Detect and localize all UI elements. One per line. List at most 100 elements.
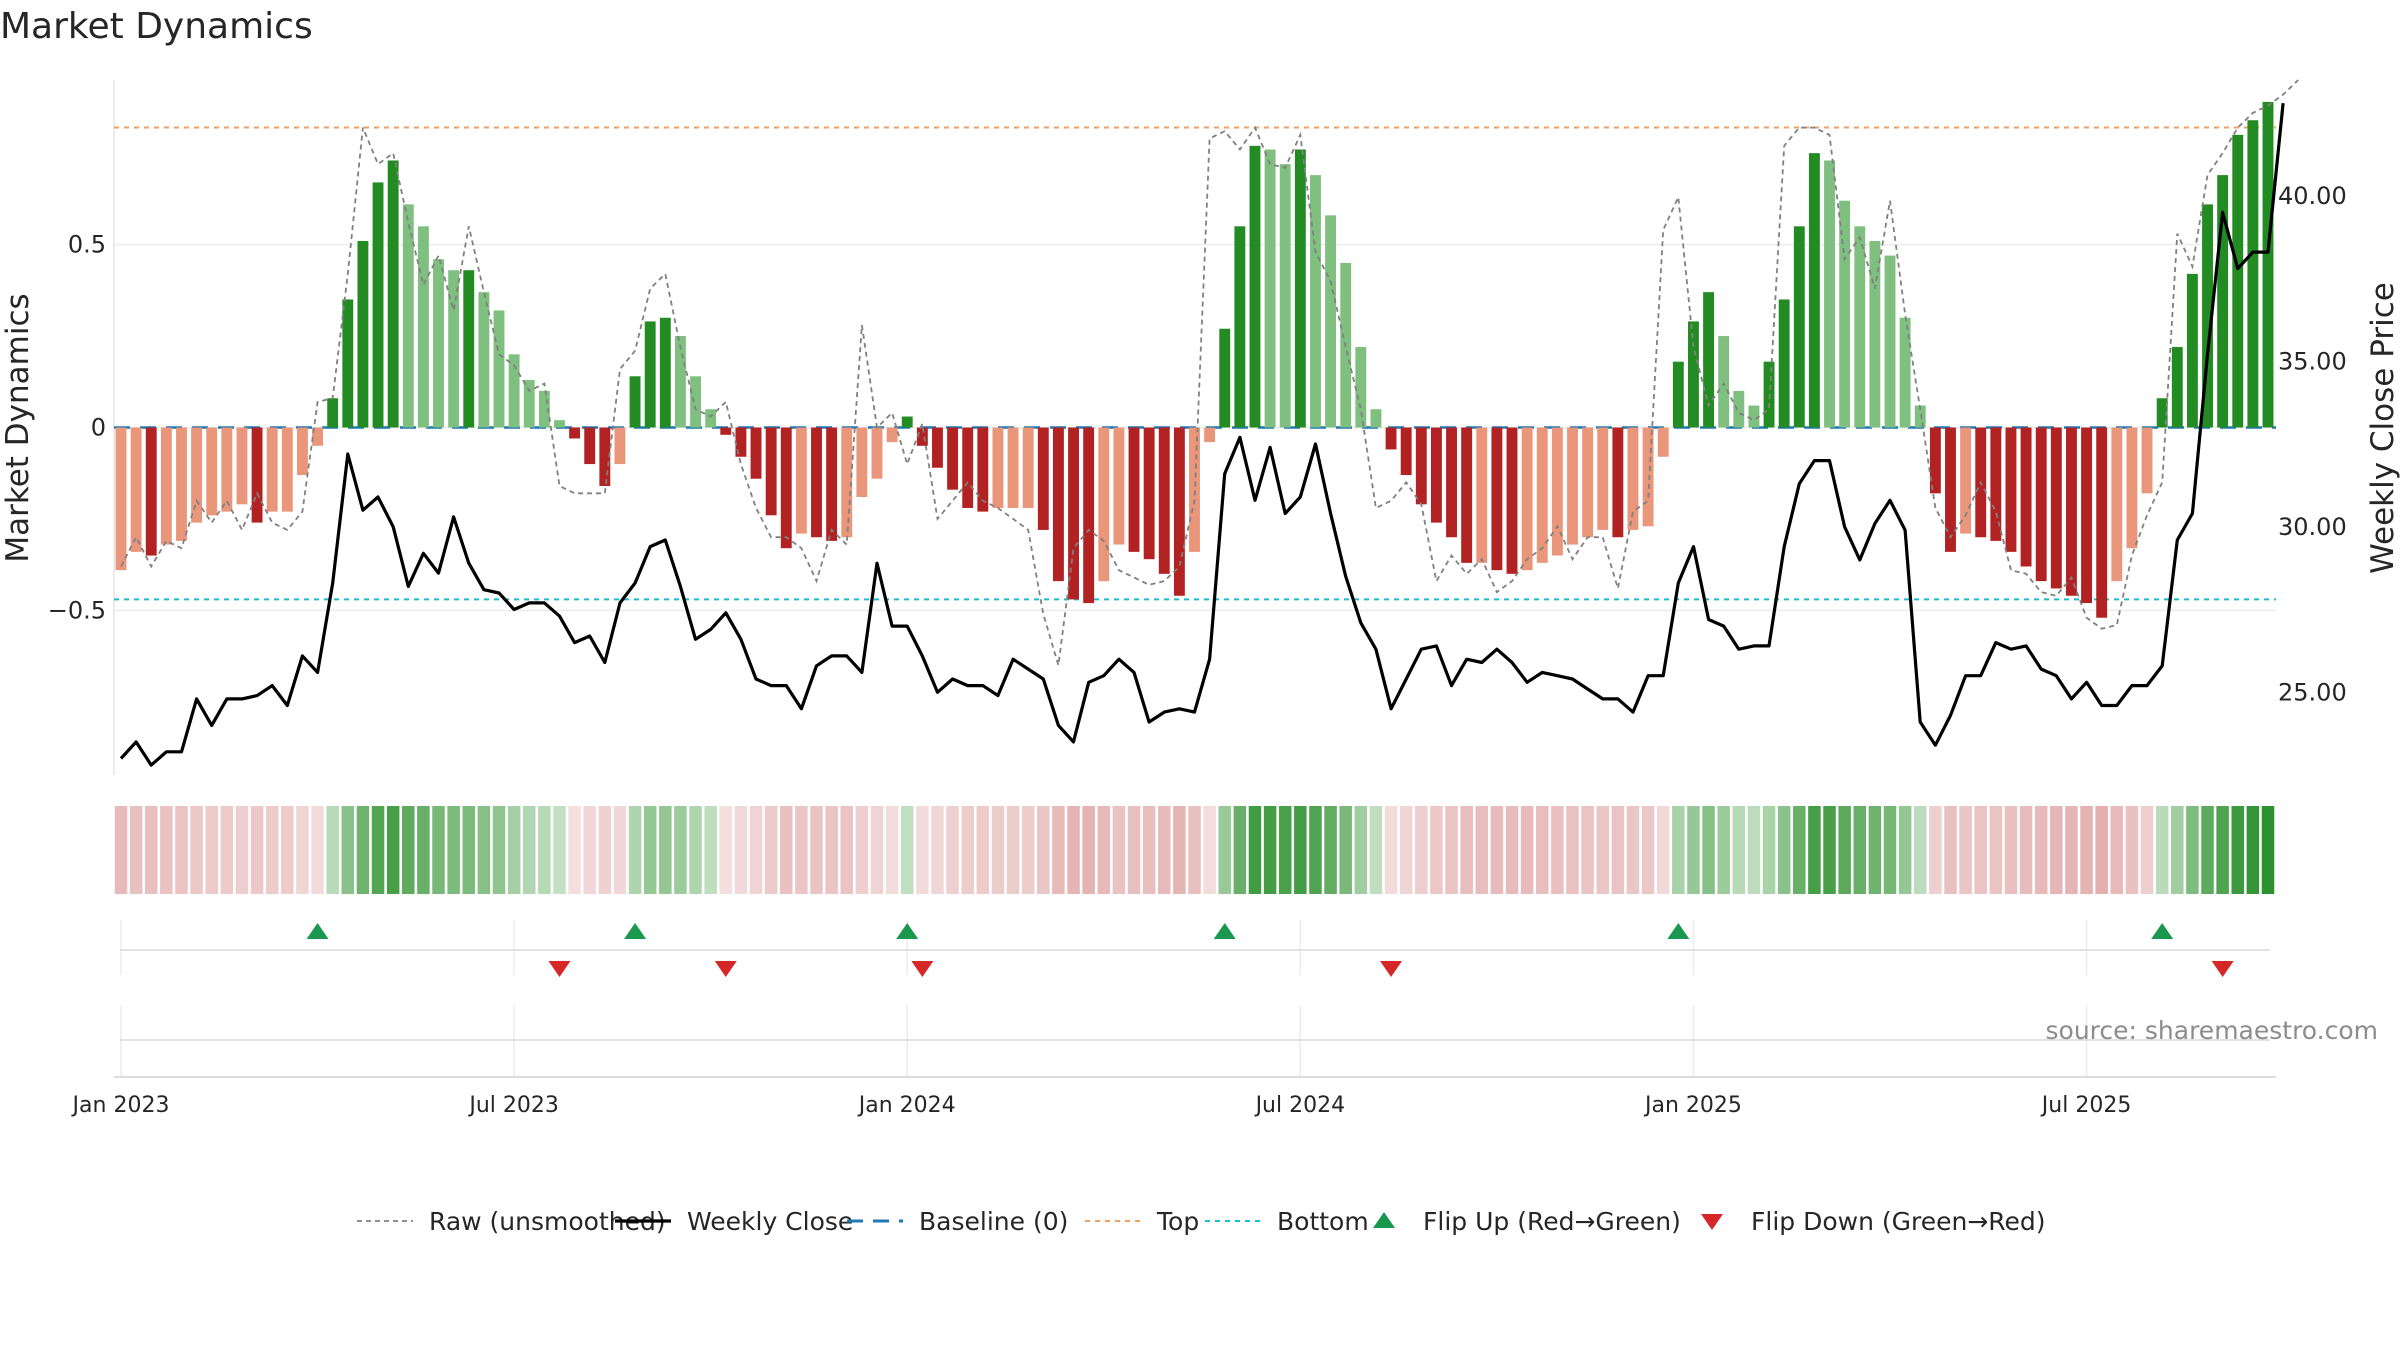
regime-cell bbox=[900, 806, 914, 894]
dynamics-bar bbox=[569, 427, 581, 439]
regime-cell bbox=[795, 806, 808, 894]
dynamics-bar bbox=[599, 427, 611, 487]
regime-cell bbox=[1384, 806, 1398, 894]
dynamics-bar bbox=[1506, 427, 1518, 574]
regime-cell bbox=[2261, 806, 2275, 894]
regime-cell bbox=[1006, 806, 1020, 894]
regime-cell bbox=[1082, 806, 1095, 894]
x-tick-label: Jul 2023 bbox=[467, 1093, 559, 1118]
dynamics-bar bbox=[266, 427, 278, 512]
left-tick-label: 0 bbox=[91, 414, 106, 442]
dynamics-bar bbox=[1430, 427, 1442, 523]
dynamics-bar bbox=[1113, 427, 1125, 545]
regime-cell bbox=[704, 806, 717, 894]
regime-cell bbox=[311, 806, 324, 894]
regime-cell bbox=[1158, 806, 1171, 894]
flip-down-marker bbox=[714, 961, 737, 977]
x-tick-label: Jul 2025 bbox=[2040, 1093, 2132, 1118]
regime-cell bbox=[1823, 806, 1836, 894]
dynamics-bar bbox=[1158, 427, 1170, 574]
regime-cell bbox=[2171, 806, 2184, 894]
legend-baseline-label: Baseline (0) bbox=[919, 1207, 1068, 1236]
dynamics-bar bbox=[1173, 427, 1185, 596]
regime-cell bbox=[1112, 806, 1126, 894]
regime-cell bbox=[613, 806, 627, 894]
dynamics-bar bbox=[2262, 101, 2274, 428]
regime-cell bbox=[160, 806, 173, 894]
regime-cell bbox=[1853, 806, 1867, 894]
dynamics-bar bbox=[962, 427, 974, 508]
dynamics-bar bbox=[493, 310, 505, 428]
regime-cell bbox=[1188, 806, 1201, 894]
flip-up-marker bbox=[1213, 923, 1236, 939]
dynamics-bar bbox=[2035, 427, 2047, 582]
regime-cell bbox=[1263, 806, 1277, 894]
regime-cell bbox=[1127, 806, 1141, 894]
dynamics-bar bbox=[1551, 427, 1563, 556]
dynamics-bar bbox=[1083, 427, 1095, 604]
timeline-panel bbox=[114, 1039, 2276, 1078]
dynamics-bar bbox=[841, 427, 853, 538]
regime-cell bbox=[1294, 806, 1307, 894]
regime-cell bbox=[2110, 806, 2124, 894]
regime-color-strip bbox=[114, 806, 2275, 894]
dynamics-bar bbox=[1899, 317, 1911, 428]
regime-cell bbox=[1021, 806, 1035, 894]
dynamics-bar bbox=[160, 427, 172, 545]
dynamics-bar bbox=[327, 398, 339, 428]
regime-cell bbox=[840, 806, 854, 894]
regime-cell bbox=[1672, 806, 1685, 894]
dynamics-bar bbox=[1128, 427, 1140, 552]
regime-cell bbox=[1732, 806, 1746, 894]
regime-cell bbox=[1218, 806, 1231, 894]
regime-cell bbox=[1203, 806, 1216, 894]
dynamics-bar bbox=[221, 427, 233, 512]
regime-cell bbox=[2125, 806, 2139, 894]
legend-bottom-label: Bottom bbox=[1277, 1207, 1369, 1236]
dynamics-bar bbox=[508, 354, 520, 428]
regime-cell bbox=[1626, 806, 1640, 894]
x-tick-labels: Jan 2023 Jul 2023 Jan 2024 Jul 2024 Jan 2025… bbox=[71, 1093, 2132, 1118]
dynamics-bar bbox=[1657, 427, 1669, 457]
dynamics-bar bbox=[826, 427, 838, 541]
dynamics-bar bbox=[2081, 427, 2093, 604]
dynamics-bar bbox=[478, 292, 490, 428]
regime-cell bbox=[1883, 806, 1897, 894]
dynamics-bar bbox=[1597, 427, 1609, 530]
legend-close-label: Weekly Close bbox=[687, 1207, 853, 1236]
dynamics-bar bbox=[2202, 204, 2213, 428]
left-tick-label: 0.5 bbox=[68, 231, 106, 259]
dynamics-bar bbox=[1204, 427, 1216, 443]
regime-cell bbox=[2140, 806, 2154, 894]
regime-cell bbox=[885, 806, 899, 894]
dynamics-bar bbox=[795, 427, 807, 534]
regime-cell bbox=[341, 806, 355, 894]
raw-unsmoothed-line bbox=[120, 79, 2299, 666]
regime-cell bbox=[371, 806, 385, 894]
legend-top-label: Top bbox=[1156, 1207, 1199, 1236]
flip-up-marker bbox=[624, 923, 647, 939]
regime-cell bbox=[1535, 806, 1549, 894]
dynamics-bar bbox=[176, 427, 187, 541]
dynamics-bar bbox=[1264, 149, 1276, 428]
regime-cell bbox=[1475, 806, 1489, 894]
regime-cell bbox=[1717, 806, 1730, 894]
regime-cell bbox=[1520, 806, 1534, 894]
dynamics-bar bbox=[1415, 427, 1427, 505]
regime-cell bbox=[205, 806, 218, 894]
dynamics-bar bbox=[1808, 153, 1820, 428]
legend-flip_down-label: Flip Down (Green→Red) bbox=[1751, 1207, 2046, 1236]
regime-cell bbox=[855, 806, 869, 894]
regime-cell bbox=[1959, 806, 1972, 894]
left-axis-label: Market Dynamics bbox=[0, 293, 36, 562]
regime-cell bbox=[916, 806, 929, 894]
dynamics-bar bbox=[1249, 145, 1261, 428]
regime-cell bbox=[1097, 806, 1111, 894]
regime-cell bbox=[190, 806, 203, 894]
dynamics-bar bbox=[1718, 336, 1730, 428]
dynamics-bar bbox=[780, 427, 792, 549]
regime-cell bbox=[2201, 806, 2214, 894]
dynamics-bar bbox=[1461, 427, 1473, 563]
regime-cell bbox=[1173, 806, 1186, 894]
dynamics-bar bbox=[1884, 255, 1896, 428]
